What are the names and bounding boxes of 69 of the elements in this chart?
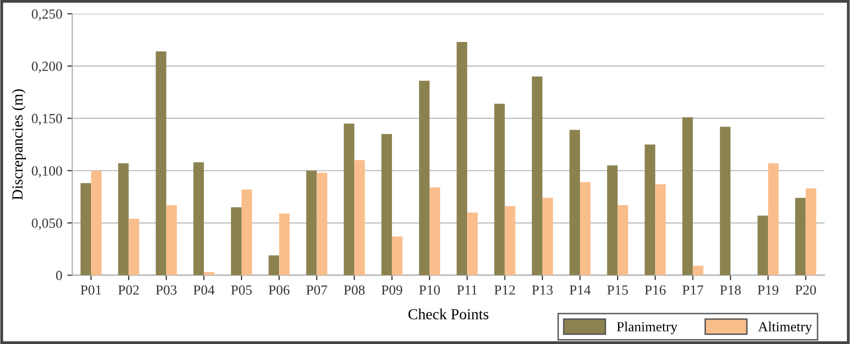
bar [80, 183, 92, 276]
bar [279, 214, 290, 276]
bar [230, 207, 242, 276]
x-tick-label: P11 [457, 285, 477, 295]
bar [392, 236, 402, 276]
bar [156, 51, 166, 276]
x-tick-label: P14 [570, 285, 591, 295]
bar [128, 218, 140, 276]
bar [532, 76, 542, 276]
bar [655, 184, 666, 276]
y-tick-label: 0 [56, 270, 62, 280]
bar [381, 134, 392, 276]
y-tick-label: 0,200 [32, 62, 62, 73]
bar [354, 160, 365, 276]
x-tick-label: P13 [532, 285, 553, 295]
bar [118, 163, 129, 276]
bar [542, 198, 553, 276]
x-tick-label: P08 [344, 285, 365, 295]
x-tick-label: P04 [193, 285, 214, 295]
bar [618, 205, 628, 276]
bar [467, 212, 478, 276]
y-tick-label: 0,050 [32, 218, 62, 230]
x-tick-label: P02 [118, 285, 139, 295]
x-tick-label: P07 [306, 285, 328, 295]
bar [419, 80, 430, 276]
x-tick-label: P01 [80, 285, 102, 295]
legend-label: Planimetry [616, 322, 678, 334]
x-tick-label: P15 [607, 285, 628, 295]
y-tick-label: 0,250 [32, 9, 62, 21]
bar [682, 117, 693, 276]
bar [644, 144, 656, 276]
bar [306, 170, 317, 276]
x-tick-label: P06 [268, 285, 290, 295]
y-tick-label: 0,100 [32, 166, 62, 178]
y-tick-label: 0,150 [32, 114, 62, 126]
y-axis-title: Discrepancies (m) [12, 89, 26, 200]
bar [758, 216, 768, 276]
x-tick-label: P16 [644, 285, 666, 295]
x-tick-label: P05 [231, 285, 252, 295]
x-tick-label: P19 [758, 285, 778, 295]
x-axis-title: Check Points [408, 308, 488, 320]
bar [268, 255, 280, 276]
x-tick-label: P12 [494, 285, 515, 295]
bar [193, 162, 204, 276]
bar [768, 163, 779, 276]
bar [494, 104, 505, 276]
bar [430, 187, 440, 276]
bar [504, 206, 516, 276]
bar [242, 189, 252, 276]
bar [795, 198, 806, 276]
bar [806, 188, 816, 276]
x-tick-label: P03 [156, 285, 177, 295]
bar [607, 165, 618, 276]
bar [580, 182, 591, 276]
bar [91, 170, 102, 276]
x-tick-label: P10 [419, 285, 440, 295]
bar [204, 272, 214, 276]
x-tick-label: P20 [795, 285, 816, 295]
bar [456, 42, 468, 276]
bar [720, 126, 730, 276]
x-tick-label: P17 [682, 285, 704, 295]
bar [344, 124, 354, 276]
bar [569, 130, 580, 276]
bar [316, 172, 328, 276]
legend-label: Altimetry [758, 322, 812, 334]
x-tick-label: P18 [720, 285, 741, 295]
bar [692, 266, 704, 276]
x-tick-label: P09 [382, 285, 402, 295]
bar [166, 205, 177, 276]
